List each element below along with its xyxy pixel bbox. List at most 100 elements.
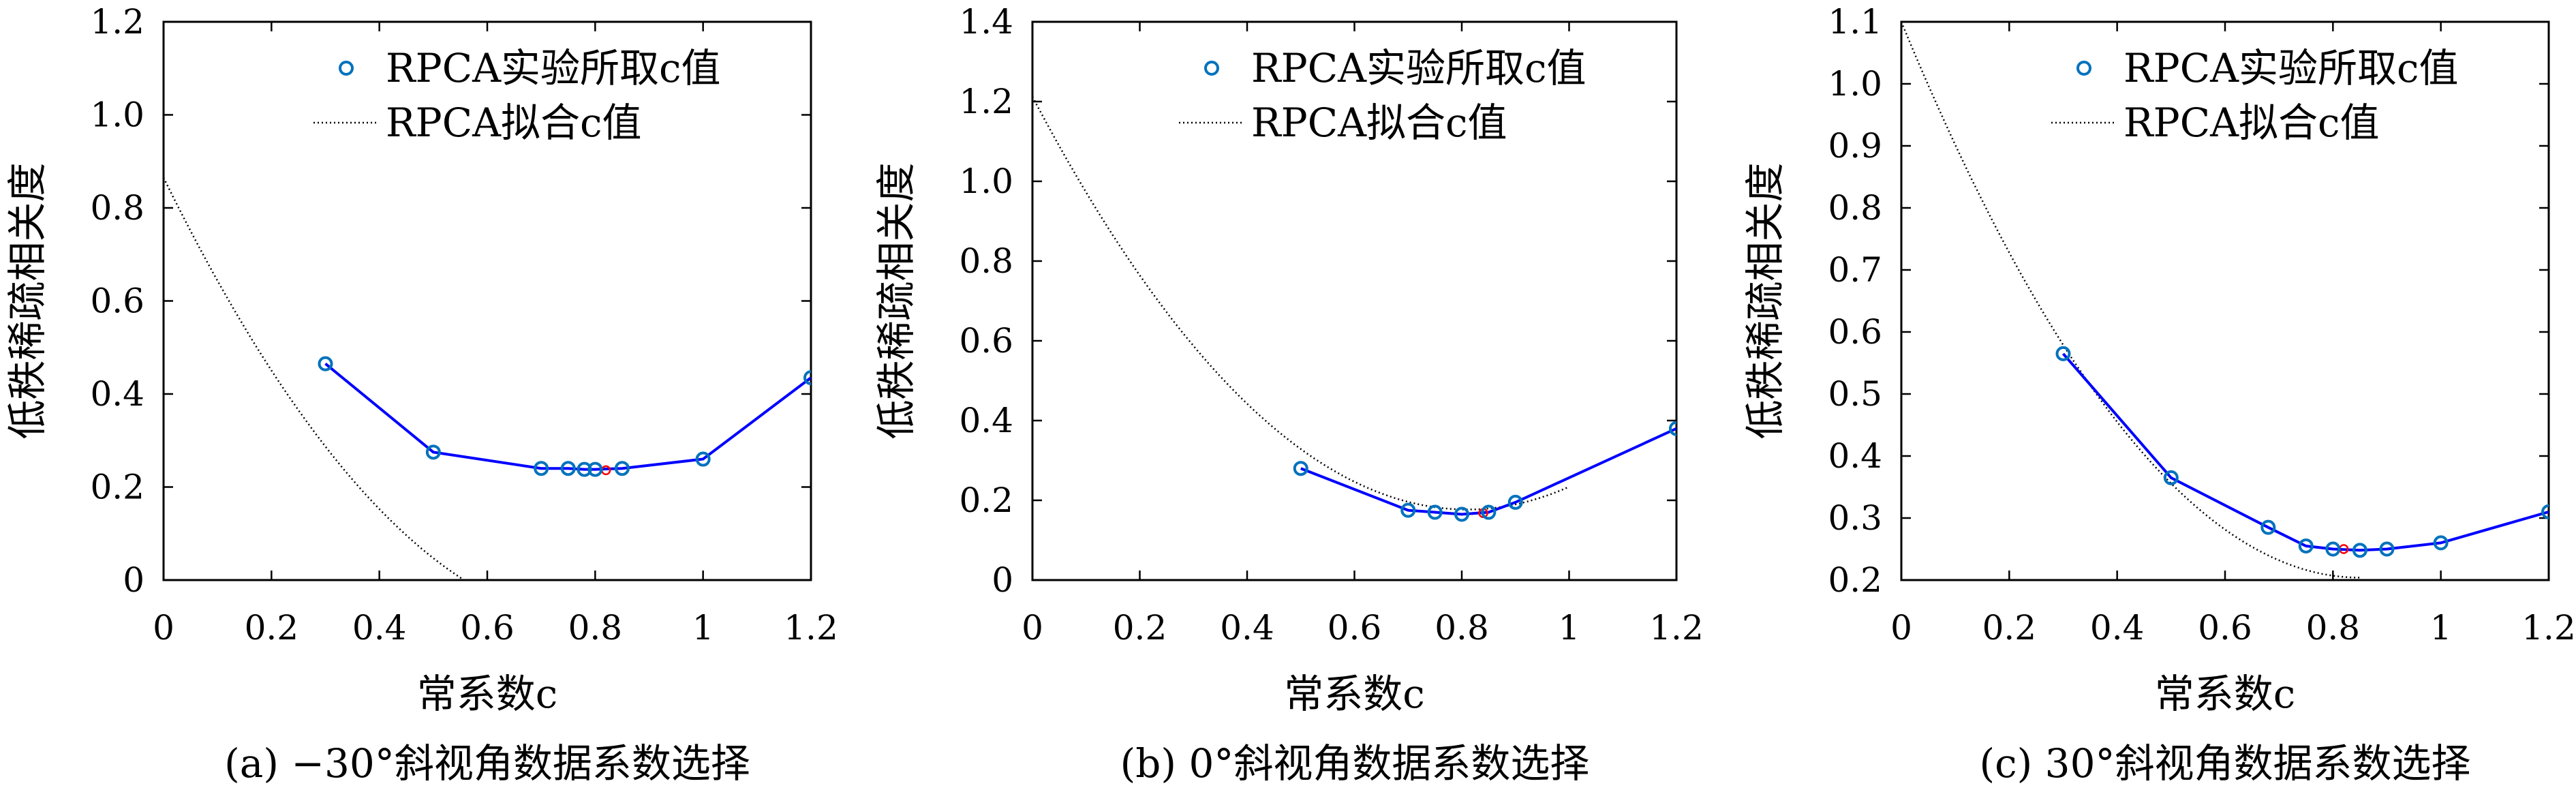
y-tick-label: 0.9	[1828, 126, 1882, 166]
legend-label-fit: RPCA拟合c值	[1251, 100, 1507, 146]
data-point	[1400, 502, 1416, 518]
experimental-line	[2061, 352, 2549, 552]
y-tick-label: 1.0	[90, 95, 144, 135]
x-tick-label: 1	[692, 608, 714, 648]
x-tick-label: 0.8	[1435, 608, 1489, 648]
x-tick-label: 0.2	[1982, 608, 2037, 648]
data-point	[318, 356, 333, 371]
plot-area	[1901, 22, 2549, 579]
data-point	[534, 461, 549, 476]
data-point	[614, 461, 630, 476]
chart-panel-2: 0 0.2 0.4 0.6 0.8 1 1.20.20.30.40.50.60.70.80.…	[1742, 2, 2576, 787]
y-tick-label: 0.4	[90, 374, 144, 414]
fit-curve	[1901, 22, 2360, 579]
x-tick-label: 0.8	[2306, 608, 2361, 648]
y-tick-label: 0.8	[959, 241, 1013, 281]
y-tick-label: 0.8	[90, 188, 144, 228]
plot-area	[164, 177, 811, 580]
x-axis-label: 常系数c	[2155, 671, 2295, 717]
legend-label-experimental: RPCA实验所取c值	[1251, 45, 1586, 91]
x-axis-label: 常系数c	[1284, 671, 1424, 717]
y-tick-label: 0.2	[90, 468, 144, 507]
data-point	[803, 370, 811, 386]
y-axis-label: 低秩稀疏相关度	[4, 162, 50, 439]
x-tick-label: 1.2	[1649, 608, 1704, 648]
data-point	[2260, 519, 2276, 535]
y-tick-label: 0.3	[1828, 498, 1882, 538]
data-point	[577, 461, 592, 477]
data-point	[2379, 541, 2395, 557]
x-tick-label: 1.2	[2521, 608, 2576, 648]
experimental-line	[324, 363, 811, 471]
legend-label-experimental: RPCA实验所取c值	[386, 45, 720, 91]
y-tick-label: 1.2	[90, 2, 144, 42]
y-tick-label: 0.2	[1828, 560, 1882, 600]
data-point	[1481, 504, 1497, 520]
x-tick-label: 0.8	[568, 608, 623, 648]
y-tick-label: 1.1	[1828, 2, 1882, 42]
data-point	[2541, 504, 2549, 519]
experimental-line	[1300, 427, 1676, 516]
x-tick-label: 0.6	[2198, 608, 2252, 648]
legend: RPCA实验所取c值 RPCA拟合c值	[1179, 45, 1586, 146]
data-point	[2298, 538, 2314, 553]
x-tick-label: 0.6	[460, 608, 515, 648]
plot-area	[1032, 96, 1676, 522]
y-tick-label: 0.2	[959, 481, 1013, 520]
x-tick-label: 0.4	[2090, 608, 2145, 648]
panel-caption: (a) −30°斜视角数据系数选择	[224, 740, 750, 787]
data-point	[2325, 541, 2341, 557]
y-tick-label: 0.4	[1828, 436, 1882, 476]
x-tick-label: 0.2	[1113, 608, 1167, 648]
x-axis-label: 常系数c	[417, 671, 557, 717]
legend-marker-experimental	[1204, 61, 1219, 76]
data-point	[587, 461, 603, 477]
y-axis-label: 低秩稀疏相关度	[1742, 162, 1788, 439]
data-point	[560, 461, 576, 476]
panel-caption: (c) 30°斜视角数据系数选择	[1980, 740, 2471, 787]
legend-marker-experimental	[339, 61, 354, 76]
data-point	[2352, 543, 2367, 558]
y-tick-label: 0	[123, 560, 144, 600]
x-tick-label: 0.4	[1220, 608, 1274, 648]
x-tick-label: 1	[2430, 608, 2452, 648]
data-point	[695, 451, 711, 467]
y-tick-label: 0	[992, 560, 1013, 600]
x-tick-label: 1	[1559, 608, 1580, 648]
data-point	[1427, 504, 1443, 520]
y-tick-label: 1.2	[959, 82, 1013, 121]
data-point	[1454, 506, 1469, 522]
data-point	[2433, 535, 2449, 551]
y-tick-label: 1.0	[959, 162, 1013, 201]
data-point	[2055, 346, 2071, 361]
y-tick-label: 0.7	[1828, 250, 1882, 290]
y-tick-label: 0.6	[90, 282, 144, 321]
x-tick-label: 0.4	[352, 608, 407, 648]
x-tick-label: 0	[1890, 608, 1912, 648]
data-point	[425, 444, 441, 460]
data-point	[1293, 461, 1308, 476]
x-tick-label: 0.6	[1328, 608, 1382, 648]
y-tick-label: 1.4	[959, 2, 1013, 42]
x-tick-label: 0.2	[245, 608, 299, 648]
y-tick-label: 0.5	[1828, 374, 1882, 414]
legend-label-fit: RPCA拟合c值	[2123, 100, 2379, 146]
chart-panel-1: 0 0.2 0.4 0.6 0.8 1 1.2 0 0.2 0.4 0.6 0.8 1.0 1.2 1.4 常…	[873, 2, 1704, 787]
y-tick-label: 0.6	[959, 321, 1013, 361]
x-tick-label: 1.2	[784, 608, 838, 648]
x-tick-label: 0	[1022, 608, 1043, 648]
x-tick-label: 0	[153, 608, 174, 648]
fit-curve	[164, 177, 466, 580]
y-tick-label: 0.4	[959, 401, 1013, 440]
y-tick-label: 0.8	[1828, 188, 1882, 228]
chart-panel-0: 0 0.2 0.4 0.6 0.8 1 1.2 0 0.2 0.4 0.6 0.8 1.0 1.2 常系数c…	[4, 2, 838, 787]
y-tick-label: 0.6	[1828, 312, 1882, 352]
legend-label-experimental: RPCA实验所取c值	[2123, 45, 2458, 91]
fit-curve	[1032, 96, 1570, 511]
data-point	[1669, 421, 1676, 436]
legend: RPCA实验所取c值 RPCA拟合c值	[313, 45, 720, 146]
y-tick-label: 1.0	[1828, 64, 1882, 104]
data-point	[2163, 470, 2179, 485]
legend: RPCA实验所取c值 RPCA拟合c值	[2051, 45, 2458, 146]
